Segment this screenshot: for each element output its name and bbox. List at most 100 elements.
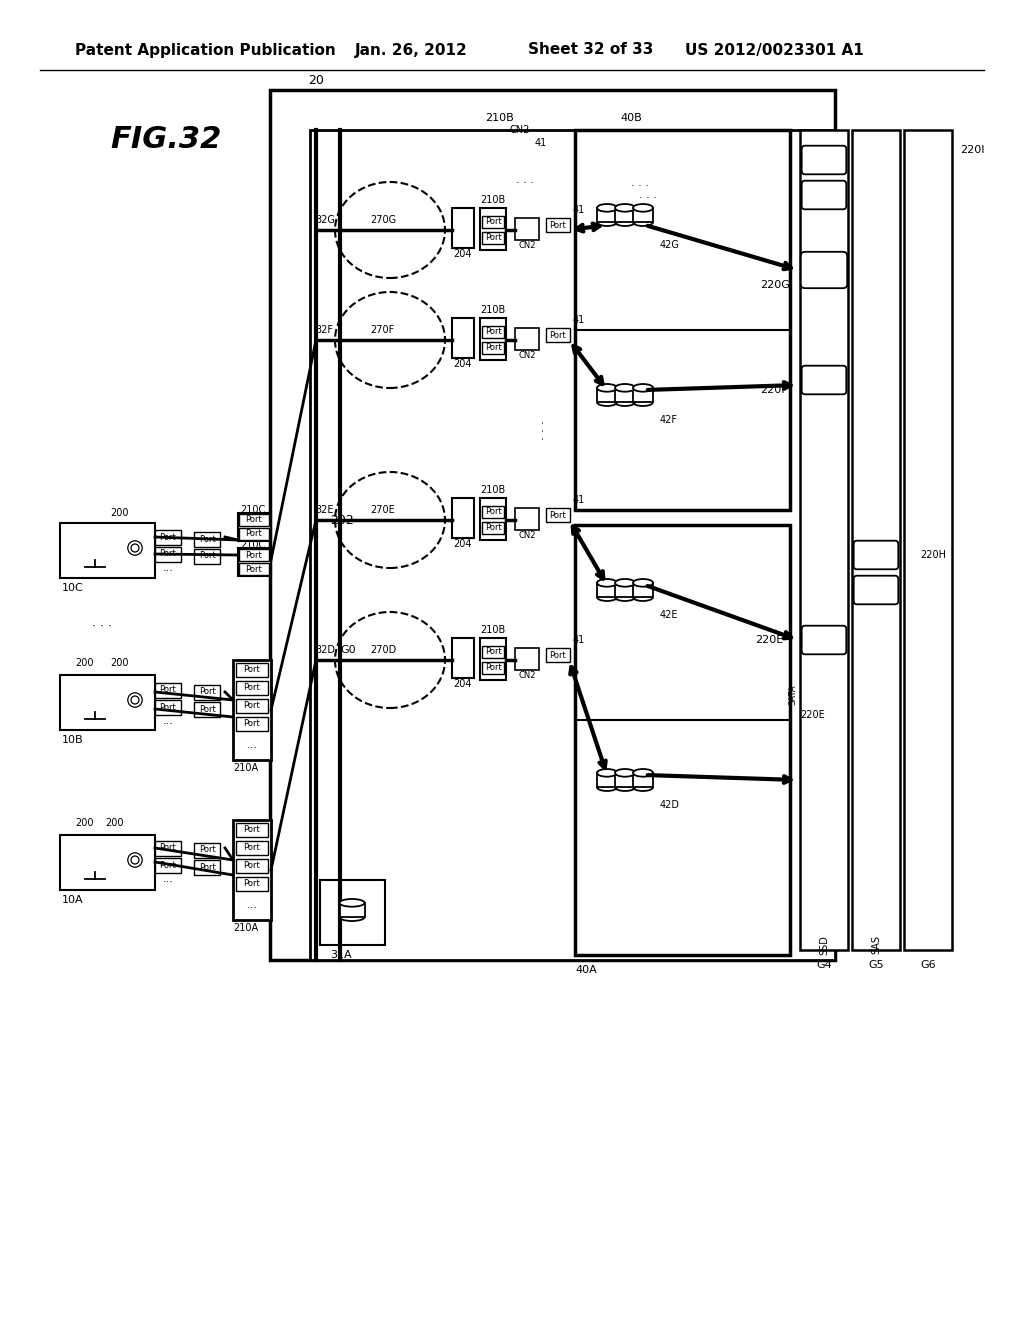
Bar — [236, 876, 268, 891]
Bar — [236, 822, 268, 837]
Text: 220G: 220G — [760, 280, 790, 290]
Bar — [81, 850, 110, 867]
Text: 202: 202 — [330, 513, 353, 527]
Text: Port: Port — [484, 648, 502, 656]
Bar — [482, 521, 504, 535]
Bar — [78, 688, 112, 711]
Text: CN2: CN2 — [518, 351, 536, 359]
Text: Port: Port — [244, 843, 260, 853]
Bar — [236, 681, 268, 696]
Circle shape — [128, 541, 142, 556]
Circle shape — [128, 853, 142, 867]
Bar — [575, 129, 790, 510]
Bar — [155, 529, 181, 544]
Bar — [800, 129, 848, 950]
Circle shape — [128, 693, 142, 708]
Text: Port: Port — [199, 535, 215, 544]
Bar — [597, 772, 617, 787]
Text: 200: 200 — [110, 657, 128, 668]
Bar — [615, 207, 635, 222]
Text: 204: 204 — [454, 678, 472, 689]
Text: 210B: 210B — [480, 484, 506, 495]
Text: Port: Port — [246, 550, 262, 560]
FancyBboxPatch shape — [802, 626, 846, 655]
Bar — [310, 129, 835, 960]
Bar — [78, 847, 112, 873]
Text: SAS: SAS — [871, 936, 881, 954]
Text: Port: Port — [160, 532, 176, 541]
Text: 210B: 210B — [485, 114, 514, 123]
Bar — [155, 841, 181, 855]
Ellipse shape — [633, 579, 653, 586]
Text: Port: Port — [484, 234, 502, 243]
Bar — [633, 772, 653, 787]
Text: 200: 200 — [75, 818, 93, 828]
Text: 32D: 32D — [315, 645, 335, 655]
Bar — [452, 318, 474, 358]
Text: Port: Port — [484, 218, 502, 227]
Text: 32E: 32E — [315, 506, 334, 515]
Text: CN2: CN2 — [518, 671, 536, 680]
Bar — [194, 701, 220, 717]
Text: . . .: . . . — [534, 420, 547, 440]
Bar — [194, 859, 220, 874]
Bar — [482, 645, 504, 657]
Text: . . .: . . . — [639, 190, 657, 201]
Bar — [452, 209, 474, 248]
Text: CN2: CN2 — [510, 125, 530, 135]
Text: Jan. 26, 2012: Jan. 26, 2012 — [355, 42, 468, 58]
Text: ...: ... — [163, 715, 173, 726]
Ellipse shape — [597, 384, 617, 392]
Text: FIG.32: FIG.32 — [110, 125, 221, 154]
Bar — [480, 209, 506, 249]
Text: 42E: 42E — [660, 610, 679, 620]
Bar — [236, 663, 268, 677]
Text: 270F: 270F — [370, 325, 394, 335]
Bar — [546, 218, 570, 232]
Bar — [155, 858, 181, 873]
Ellipse shape — [615, 770, 635, 776]
Text: . . .: . . . — [516, 176, 534, 185]
Bar — [615, 583, 635, 597]
Text: Port: Port — [244, 825, 260, 834]
Text: G5: G5 — [868, 960, 884, 970]
Text: 210C: 210C — [241, 540, 265, 550]
Text: 41: 41 — [573, 315, 586, 325]
Bar — [194, 549, 220, 564]
Circle shape — [131, 696, 139, 704]
Text: 204: 204 — [454, 359, 472, 370]
Circle shape — [131, 544, 139, 552]
Bar — [515, 327, 539, 350]
Bar — [452, 498, 474, 539]
Bar — [126, 849, 143, 871]
Text: 41: 41 — [535, 139, 547, 148]
Ellipse shape — [615, 579, 635, 586]
Text: 41: 41 — [573, 205, 586, 215]
Bar — [60, 675, 155, 730]
Text: G4: G4 — [816, 960, 831, 970]
Text: 42D: 42D — [660, 800, 680, 810]
Text: Port: Port — [244, 862, 260, 870]
Bar — [615, 772, 635, 787]
Text: 10C: 10C — [62, 583, 84, 593]
Text: 200: 200 — [75, 657, 93, 668]
Bar — [60, 836, 155, 890]
Bar — [482, 216, 504, 228]
Text: Port: Port — [160, 685, 176, 694]
Text: ...: ... — [163, 564, 173, 573]
Ellipse shape — [335, 612, 445, 708]
Text: Port: Port — [484, 343, 502, 352]
Circle shape — [131, 855, 139, 865]
Bar — [194, 685, 220, 700]
Bar — [155, 546, 181, 561]
Text: 10A: 10A — [62, 895, 84, 906]
Text: Port: Port — [484, 507, 502, 516]
Bar — [515, 648, 539, 671]
Bar — [81, 539, 110, 556]
Bar — [60, 523, 155, 578]
FancyBboxPatch shape — [802, 366, 846, 395]
Bar — [482, 506, 504, 517]
Text: SSD: SSD — [819, 935, 829, 954]
Bar — [239, 513, 269, 525]
Text: ...: ... — [247, 741, 257, 750]
